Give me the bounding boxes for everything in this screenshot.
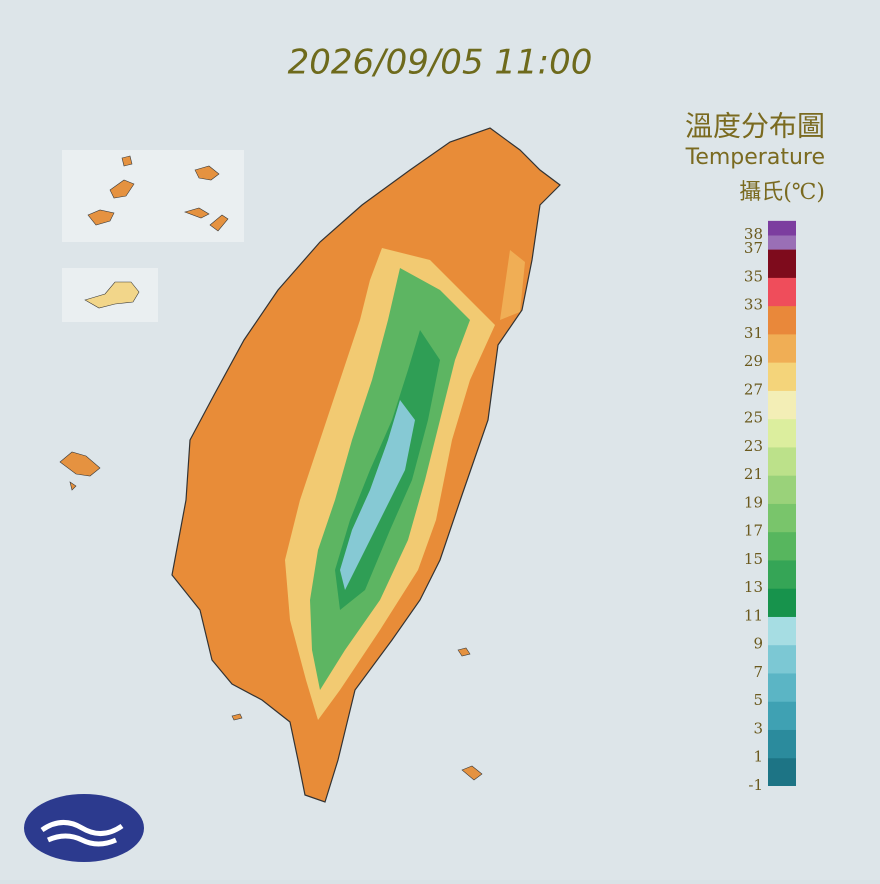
legend-tick-label: 25 <box>744 409 763 427</box>
legend-band <box>768 757 796 786</box>
legend-band <box>768 333 796 363</box>
legend-band <box>768 446 796 476</box>
warm-area <box>500 250 525 320</box>
legend-tick-label: 15 <box>744 550 763 568</box>
legend-band <box>768 249 796 278</box>
kinmen-island <box>84 281 140 309</box>
legend-band <box>768 277 796 307</box>
legend-band <box>768 559 796 589</box>
legend-band <box>768 220 796 236</box>
legend-tick-label: 7 <box>753 663 763 681</box>
legend-tick-label: 27 <box>744 380 763 398</box>
title-en: Temperature <box>685 145 825 170</box>
legend-band <box>768 729 796 759</box>
legend-band <box>768 305 796 335</box>
legend-band <box>768 235 796 250</box>
legend-tick-label: 31 <box>744 324 763 342</box>
legend-band <box>768 672 796 702</box>
logo-mark <box>40 820 124 847</box>
legend-tick-label: 3 <box>753 719 763 737</box>
small-islands <box>231 647 483 781</box>
legend-tick-label: 1 <box>753 748 763 766</box>
legend-band <box>768 418 796 448</box>
legend-band <box>768 616 796 646</box>
legend-tick-label: 13 <box>744 578 763 596</box>
legend-tick-label: 9 <box>753 635 763 653</box>
penghu-islands <box>59 451 101 491</box>
legend-tick-label: 5 <box>753 691 763 709</box>
legend-band <box>768 531 796 561</box>
legend-tick-label: 23 <box>744 437 763 455</box>
legend-tick-label: 11 <box>744 606 763 624</box>
legend-band <box>768 475 796 504</box>
legend-tick-label: 19 <box>744 493 763 511</box>
legend-tick-label: 35 <box>744 267 763 285</box>
timestamp: 2026/09/05 11:00 <box>288 43 593 83</box>
legend-tick-label: 38 <box>744 225 763 243</box>
legend-tick-label: 33 <box>744 296 763 314</box>
unit: 攝氏(℃) <box>739 180 825 205</box>
legend-band <box>768 644 796 674</box>
legend-tick-label: -1 <box>748 776 763 794</box>
peak-zone <box>340 400 415 590</box>
legend-tick-label: 21 <box>744 465 763 483</box>
title-zh: 溫度分布圖 <box>685 110 825 143</box>
legend-band <box>768 362 796 391</box>
legend-band <box>768 588 796 617</box>
legend-band <box>768 503 796 533</box>
legend-band <box>768 390 796 420</box>
legend-tick-label: 29 <box>744 352 763 370</box>
legend-tick-label: 37 <box>744 239 763 257</box>
matsu-islands <box>87 155 229 232</box>
legend-tick-label: 17 <box>744 522 763 540</box>
legend-band <box>768 701 796 730</box>
